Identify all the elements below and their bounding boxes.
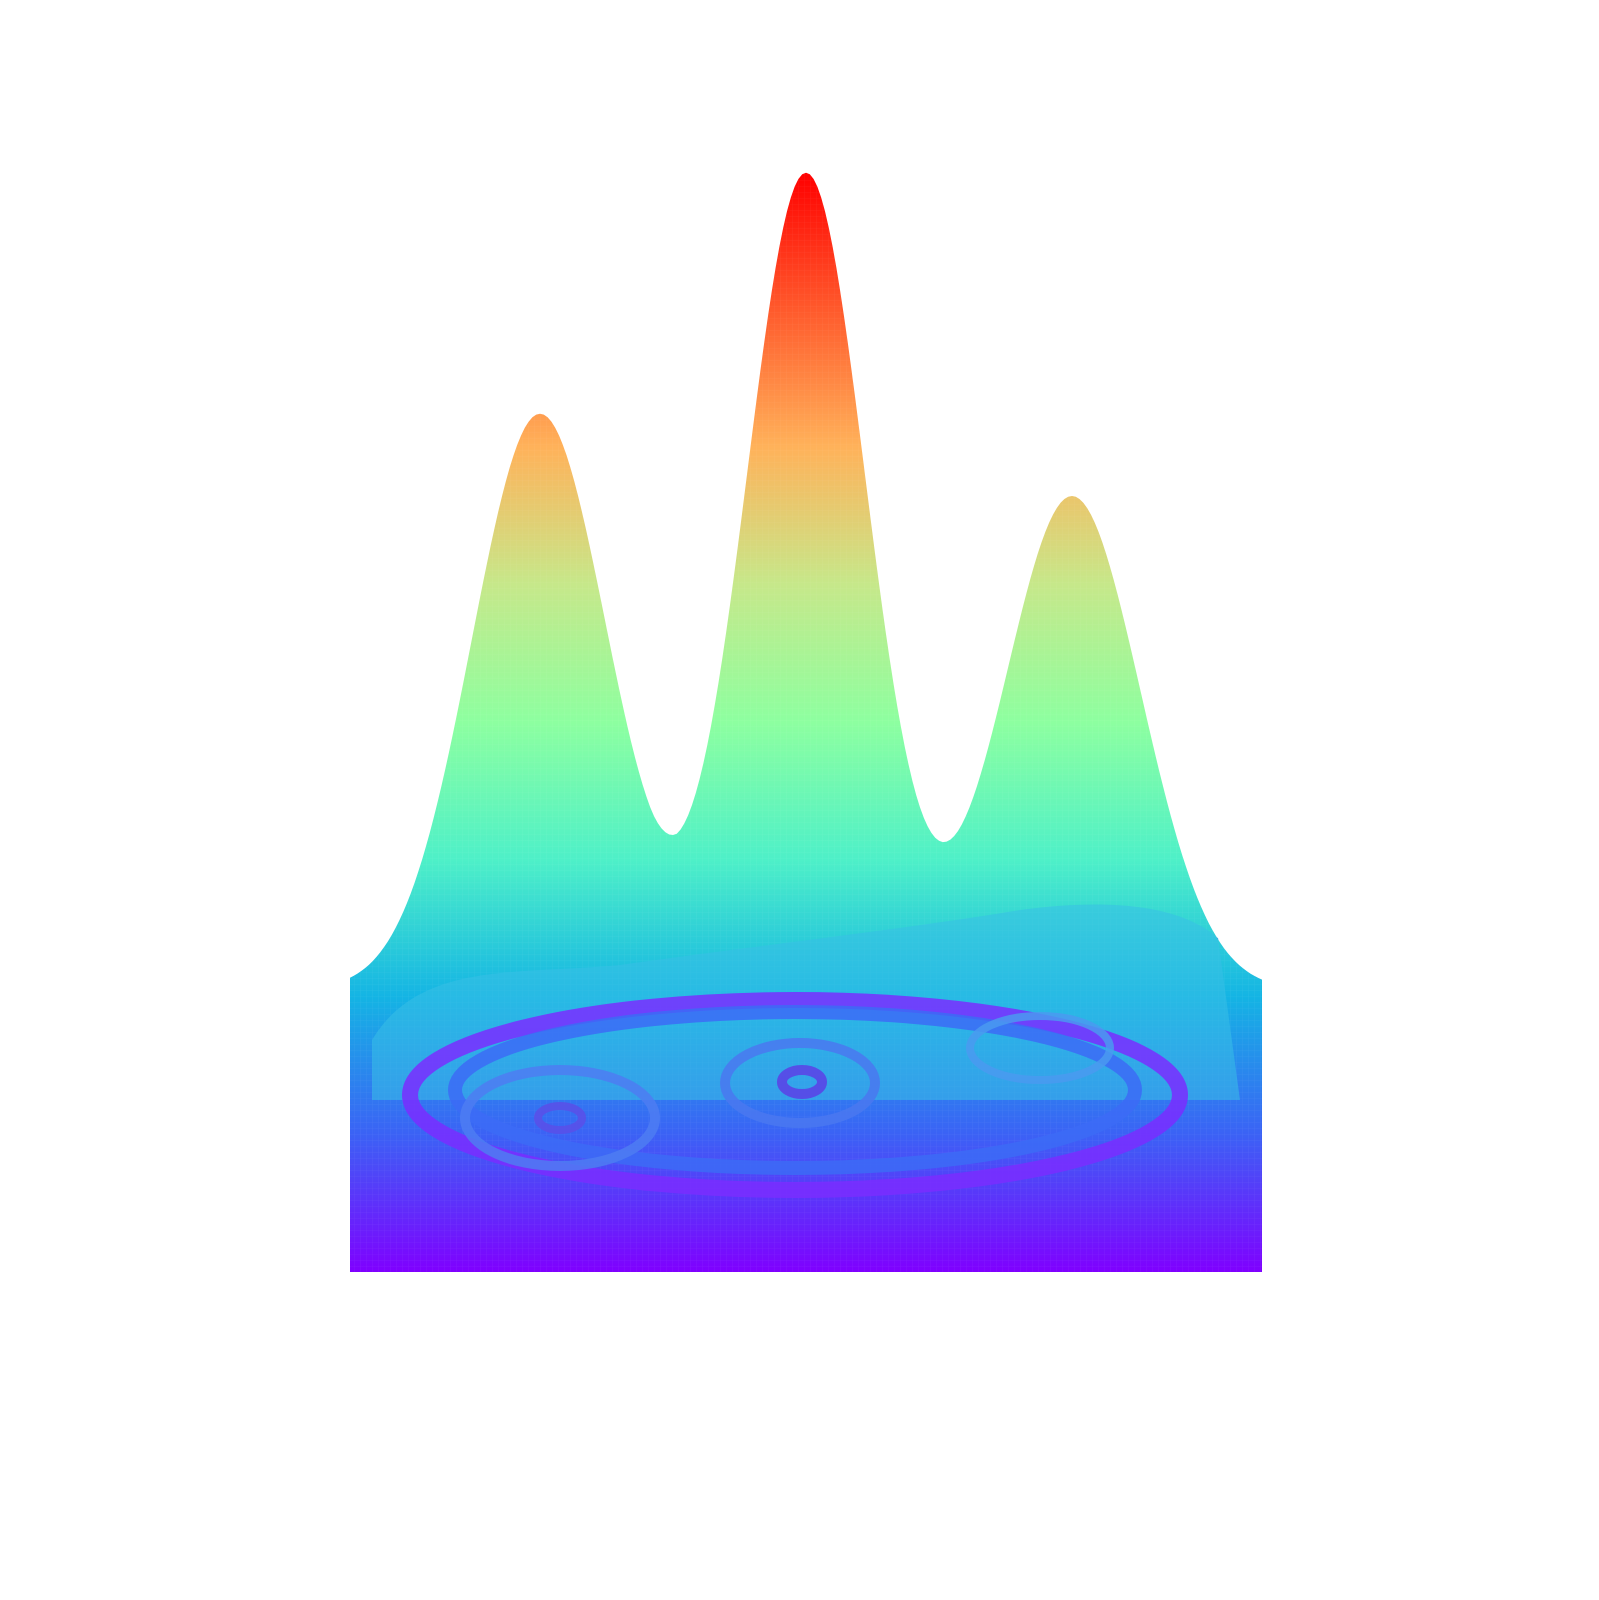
contour-ring-6 — [534, 1102, 586, 1134]
contour-ring-7 — [777, 1065, 827, 1099]
contour-ring-2 — [448, 1005, 1142, 1175]
contour-ring-1 — [402, 992, 1188, 1198]
contour-ring-5 — [966, 1012, 1114, 1084]
contour-ring-4 — [720, 1038, 880, 1128]
contour-ring-3 — [460, 1065, 660, 1171]
